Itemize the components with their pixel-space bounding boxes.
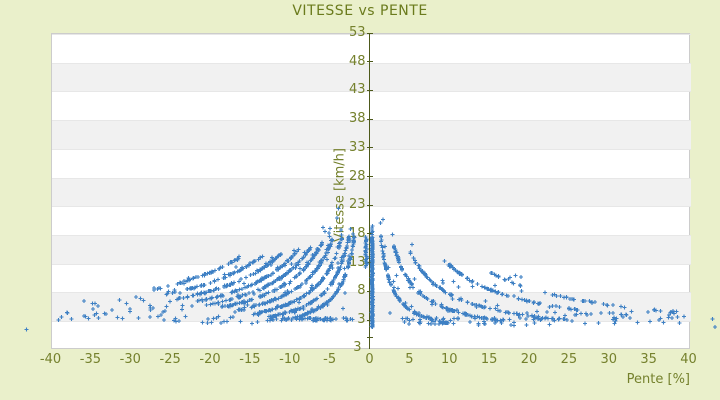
y-tick-label: 13	[348, 254, 366, 270]
x-tick-label: 20	[520, 352, 538, 367]
y-axis-tick	[366, 61, 373, 63]
x-tick-label: -5	[323, 352, 337, 367]
y-tick-label: 53	[348, 25, 366, 40]
x-tick-label: -35	[79, 352, 101, 367]
y-tick-label: 38	[348, 111, 366, 127]
gridline	[52, 263, 691, 265]
x-tick-label: -25	[159, 352, 181, 367]
y-axis-tick	[366, 147, 373, 149]
x-tick-label: 40	[680, 352, 697, 367]
chart-title: VITESSE vs PENTE	[292, 3, 428, 19]
y-axis-title: Vitesse [km/h]	[332, 148, 348, 242]
grid-band	[52, 62, 691, 92]
y-axis-tick	[366, 176, 373, 178]
x-tick-label: 25	[560, 352, 578, 367]
x-tick-label: 35	[640, 352, 657, 367]
y-axis-tick	[366, 336, 373, 338]
gridline	[52, 321, 691, 323]
gridline	[52, 206, 691, 208]
y-tick-label: 48	[348, 53, 366, 69]
y-tick-label: 43	[348, 82, 366, 98]
x-tick-label: 30	[600, 352, 618, 367]
y-axis-tick	[366, 118, 373, 120]
y-axis-tick	[366, 319, 373, 321]
plot-area	[51, 33, 691, 349]
gridline	[52, 120, 691, 122]
grid-band	[52, 120, 691, 149]
x-tick-label: 5	[405, 352, 414, 367]
y-axis-tick	[366, 89, 373, 91]
y-axis-tick	[366, 204, 373, 206]
x-tick-label: 10	[440, 352, 458, 367]
grid-band	[52, 292, 691, 322]
gridline	[52, 292, 691, 294]
y-axis-tick	[366, 32, 373, 34]
gridline	[52, 148, 691, 150]
grid-band	[52, 177, 691, 207]
y-axis-tick	[366, 233, 373, 235]
gridline	[52, 91, 691, 93]
x-tick-label: 15	[480, 352, 498, 367]
x-tick-label: -40	[39, 352, 62, 367]
x-tick-label: -20	[199, 352, 221, 367]
gridline	[52, 62, 691, 64]
y-tick-label: 28	[348, 168, 366, 184]
x-tick-label: -10	[279, 352, 301, 367]
y-tick-label: 3	[357, 312, 366, 328]
x-axis-title: Pente [%]	[626, 372, 690, 387]
x-tick-label: 0	[365, 352, 374, 367]
grid-band	[52, 234, 691, 264]
y-axis-bottom-label: 3	[353, 340, 362, 355]
y-tick-label: 33	[348, 139, 366, 155]
y-axis-tick	[366, 290, 373, 292]
gridline	[52, 34, 691, 35]
gridline	[52, 234, 691, 236]
x-tick-label: -30	[119, 352, 141, 367]
y-axis-line	[368, 33, 371, 349]
y-axis-tick	[366, 262, 373, 264]
gridline	[52, 177, 691, 179]
x-tick-label: -15	[239, 352, 261, 367]
y-tick-label: 8	[357, 283, 366, 299]
